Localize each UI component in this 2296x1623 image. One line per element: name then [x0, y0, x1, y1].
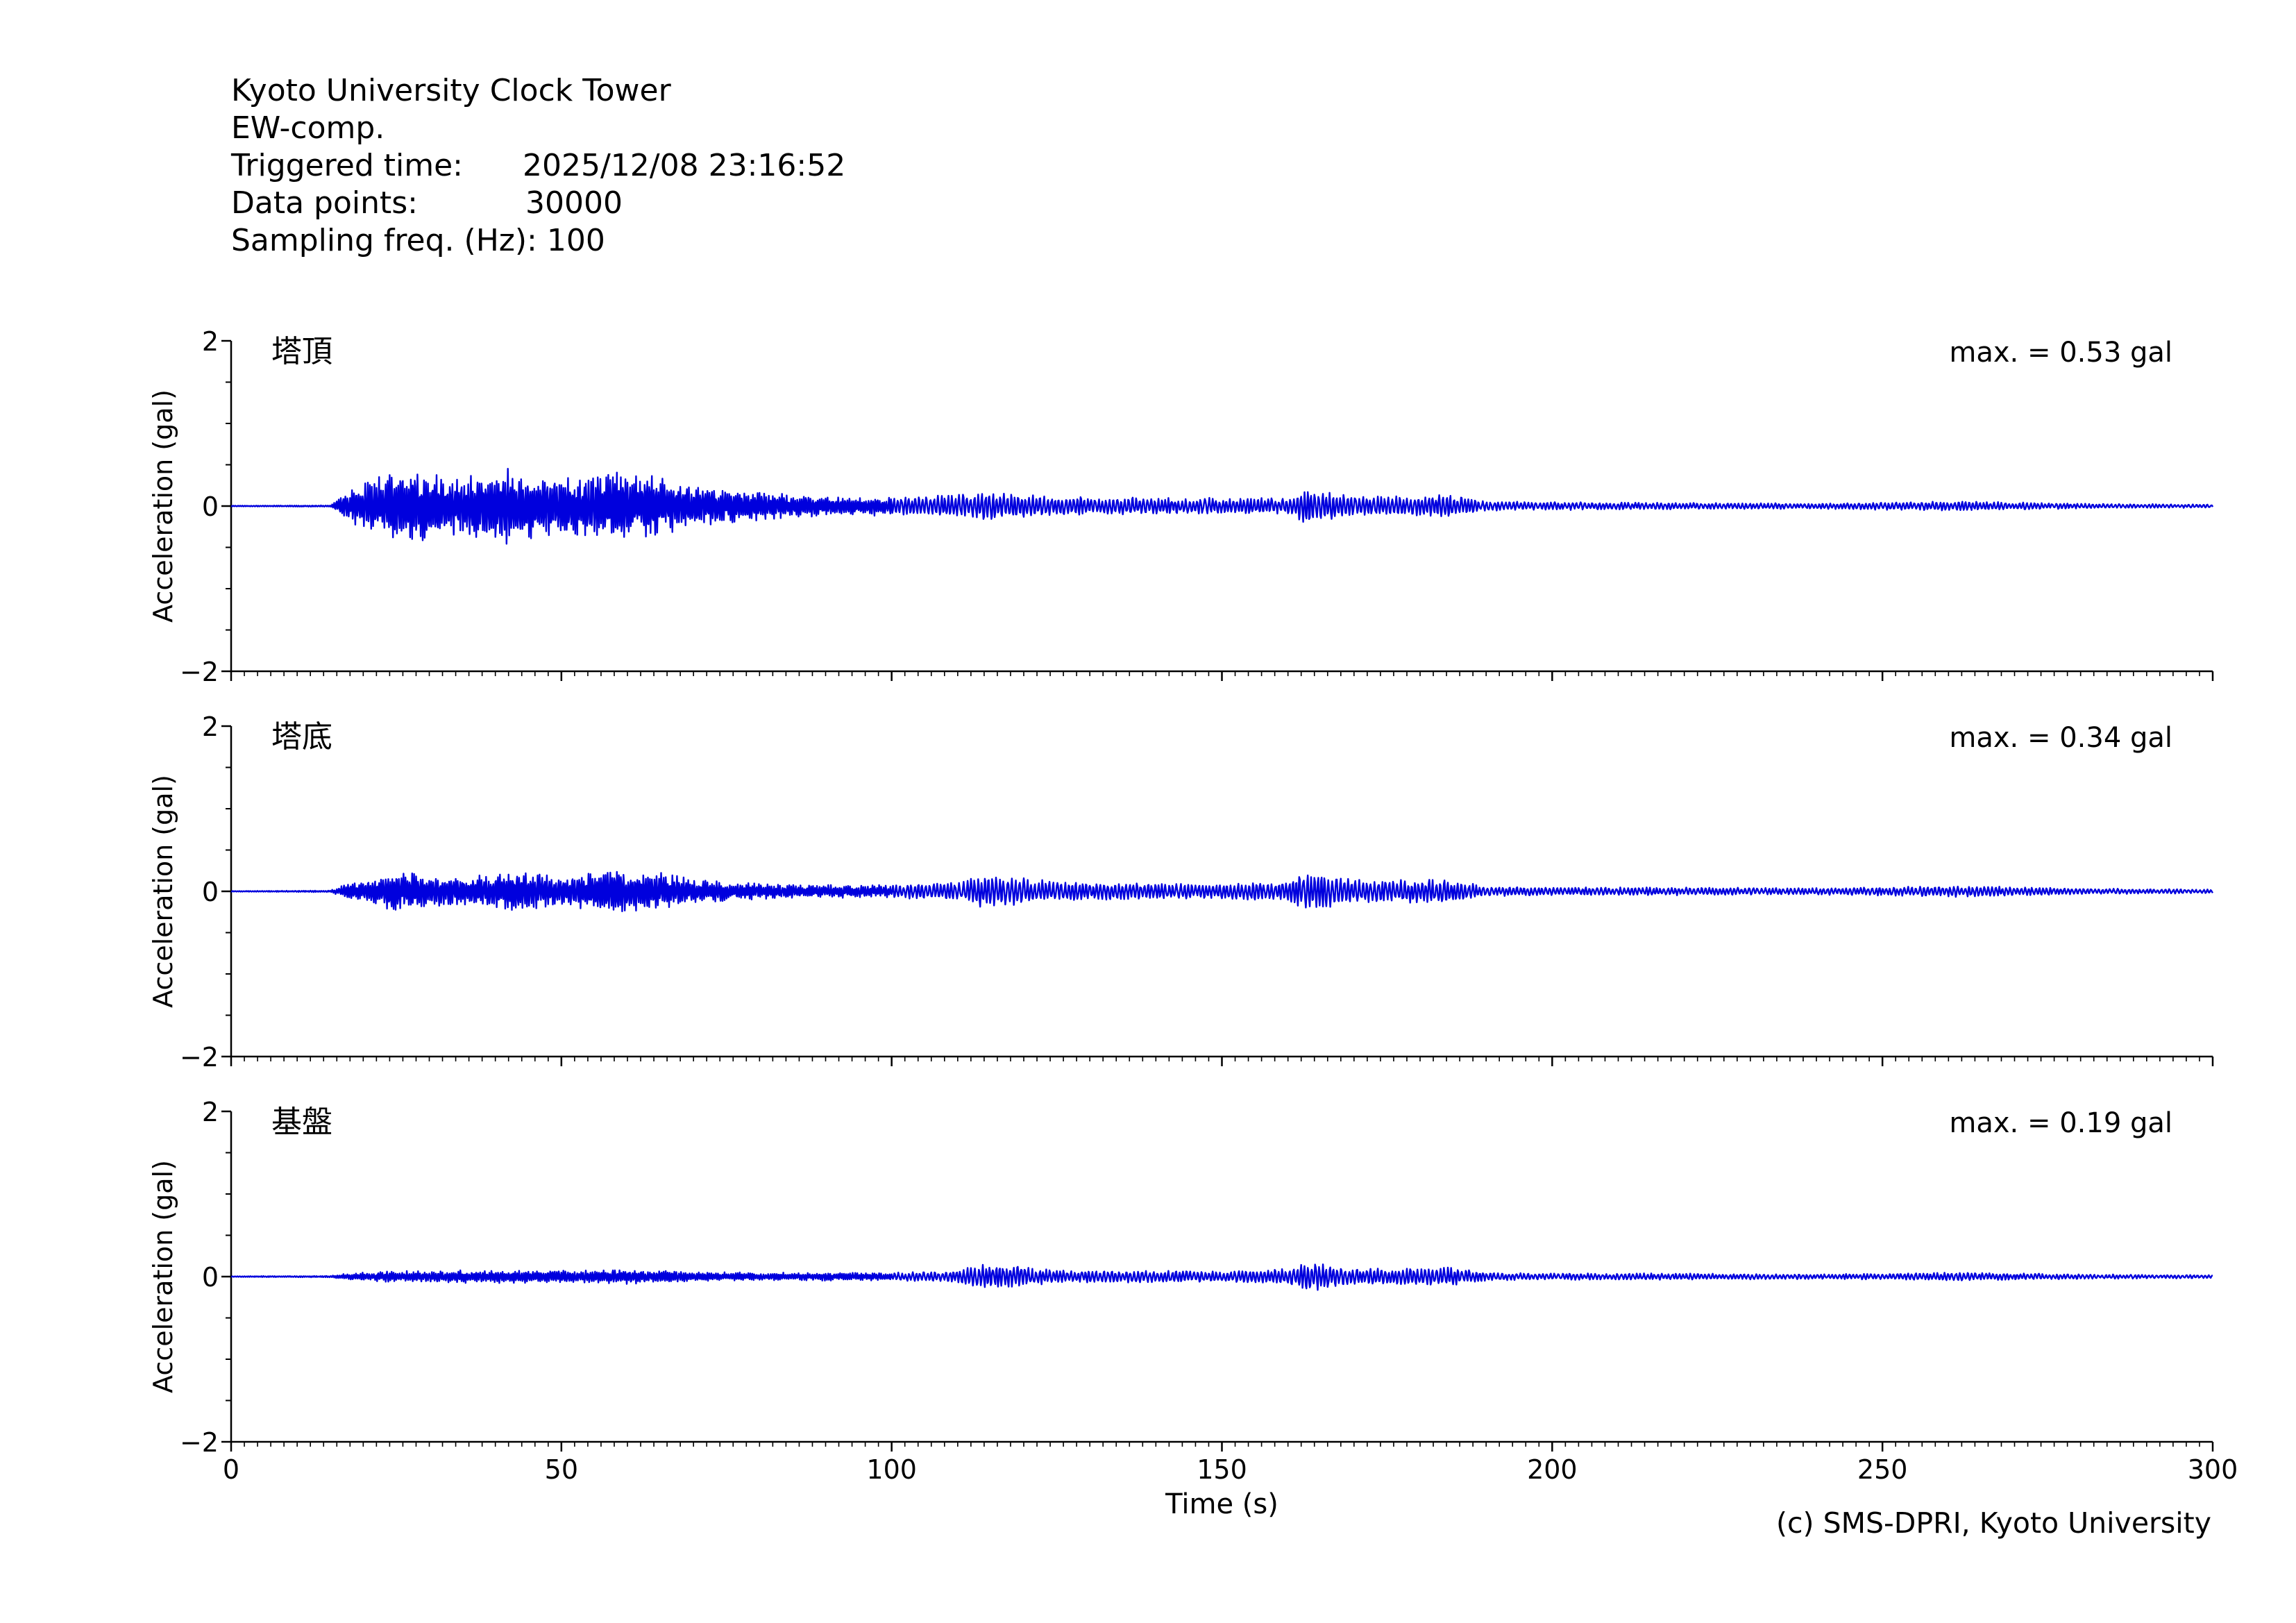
y-axis-label: Acceleration (gal)	[148, 775, 178, 1008]
data-points-value: 30000	[525, 185, 623, 221]
y-tick-label: −2	[180, 1042, 219, 1073]
y-tick-label: 0	[202, 1262, 219, 1293]
x-tick-label: 300	[2188, 1454, 2238, 1485]
panel-title: 塔底	[271, 719, 332, 755]
panel-3: 2 0 −2 Acceleration (gal) 基盤 max. = 0.19 gal	[148, 1097, 2214, 1458]
data-points-row: Data points: 30000	[231, 185, 671, 222]
x-tick-label: 250	[1857, 1454, 1908, 1485]
panel-2: 2 0 −2 Acceleration (gal) 塔底 max. = 0.34 gal	[148, 712, 2214, 1073]
waveform-trace	[230, 871, 2213, 913]
triggered-label: Triggered time:	[231, 148, 463, 183]
y-tick-label: 2	[202, 712, 219, 742]
component-label: EW-comp.	[231, 110, 385, 146]
panel-title: 基盤	[271, 1104, 332, 1140]
y-axis-label: Acceleration (gal)	[148, 1160, 178, 1393]
waveform-trace	[230, 1263, 2213, 1291]
max-value-label: max. = 0.19 gal	[1949, 1107, 2172, 1139]
copyright-credit: (c) SMS-DPRI, Kyoto University	[1776, 1506, 2211, 1540]
waveform-trace	[230, 468, 2214, 545]
x-tick-label: 150	[1197, 1454, 1247, 1485]
y-tick-label: 0	[202, 491, 219, 522]
x-tick-label: 0	[223, 1454, 239, 1485]
panel-1: 2 0 −2 Acceleration (gal) 塔頂 max. = 0.53 gal	[148, 326, 2214, 687]
panel-title: 塔頂	[271, 334, 332, 369]
triggered-value: 2025/12/08 23:16:52	[523, 148, 846, 183]
y-tick-label: 0	[202, 877, 219, 907]
x-axis-label: Time (s)	[1165, 1488, 1278, 1520]
y-tick-label: −2	[180, 657, 219, 687]
data-points-label: Data points:	[231, 185, 419, 221]
sampling-freq-value: 100	[546, 223, 605, 258]
y-tick-label: 2	[202, 326, 219, 357]
sampling-freq-row: Sampling freq. (Hz): 100	[231, 222, 671, 260]
triggered-row: Triggered time: 2025/12/08 23:16:52	[231, 147, 845, 185]
y-tick-label: 2	[202, 1097, 219, 1127]
max-value-label: max. = 0.34 gal	[1949, 722, 2172, 754]
max-value-label: max. = 0.53 gal	[1949, 337, 2172, 369]
x-tick-label: 100	[866, 1454, 917, 1485]
x-tick-label: 200	[1527, 1454, 1578, 1485]
station-name: Kyoto University Clock Tower	[231, 73, 671, 108]
record-header: Kyoto University Clock Tower EW-comp. Tr…	[231, 72, 845, 260]
y-tick-label: −2	[180, 1427, 219, 1458]
sampling-freq-label: Sampling freq. (Hz):	[231, 223, 537, 258]
y-axis-label: Acceleration (gal)	[148, 389, 178, 623]
x-tick-label: 50	[545, 1454, 578, 1485]
